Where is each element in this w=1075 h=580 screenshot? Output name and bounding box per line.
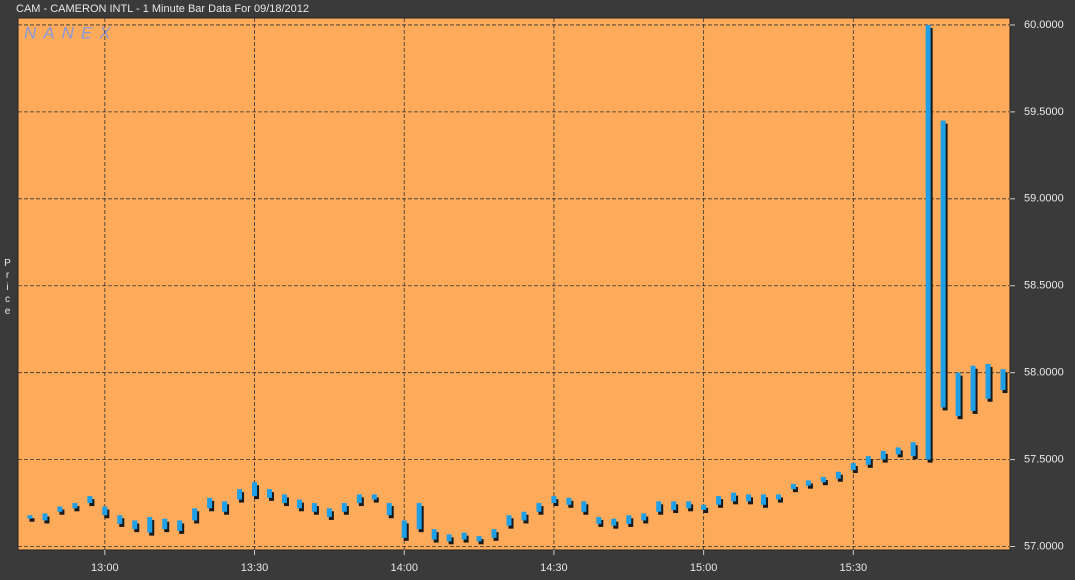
bar bbox=[925, 24, 931, 460]
bar-shadow bbox=[74, 506, 80, 512]
bar bbox=[865, 456, 871, 465]
bar bbox=[686, 501, 692, 509]
bar bbox=[446, 534, 452, 542]
bar bbox=[506, 515, 512, 526]
bar bbox=[42, 513, 48, 521]
bar bbox=[970, 365, 976, 411]
chart-title: CAM - CAMERON INTL - 1 Minute Bar Data F… bbox=[16, 3, 309, 15]
bar bbox=[132, 520, 138, 530]
bar bbox=[880, 450, 886, 460]
bar bbox=[820, 476, 826, 483]
bar bbox=[790, 483, 796, 490]
bar bbox=[641, 513, 647, 521]
bar bbox=[895, 447, 901, 455]
bar bbox=[102, 506, 108, 516]
x-tick-label: 13:30 bbox=[241, 562, 269, 574]
bar bbox=[356, 494, 362, 504]
bar-shadow bbox=[478, 539, 484, 545]
bar bbox=[222, 501, 228, 512]
bar bbox=[521, 511, 527, 521]
bar bbox=[371, 494, 377, 500]
x-tick-label: 14:30 bbox=[540, 562, 568, 574]
bar bbox=[760, 494, 766, 505]
y-tick-label: 58.0000 bbox=[1024, 367, 1064, 379]
bar bbox=[910, 442, 916, 457]
bar bbox=[87, 496, 93, 504]
bar bbox=[311, 503, 317, 512]
bar bbox=[626, 515, 632, 524]
bar bbox=[491, 529, 497, 538]
bar bbox=[536, 503, 542, 512]
bar bbox=[985, 363, 991, 399]
y-tick-label: 57.0000 bbox=[1024, 540, 1064, 552]
bar bbox=[551, 496, 557, 504]
bar bbox=[431, 529, 437, 540]
bar bbox=[596, 516, 602, 524]
bar bbox=[266, 489, 272, 498]
plot-area bbox=[17, 17, 1011, 551]
bar bbox=[162, 518, 168, 530]
bar bbox=[805, 480, 811, 486]
x-tick-label: 13:00 bbox=[91, 562, 119, 574]
bar-shadow bbox=[59, 509, 65, 515]
bar bbox=[27, 515, 33, 519]
bar bbox=[940, 120, 946, 408]
y-tick-label: 57.5000 bbox=[1024, 454, 1064, 466]
bar bbox=[656, 501, 662, 512]
y-tick-label: 59.5000 bbox=[1024, 106, 1064, 118]
bar bbox=[701, 504, 707, 511]
bar bbox=[237, 489, 243, 500]
bar bbox=[401, 520, 407, 538]
bar bbox=[476, 536, 482, 542]
bar bbox=[716, 496, 722, 505]
bar-shadow bbox=[703, 507, 709, 514]
bar bbox=[581, 501, 587, 512]
bar bbox=[57, 506, 63, 512]
y-axis-label: Price bbox=[2, 258, 13, 318]
y-tick-label: 59.0000 bbox=[1024, 193, 1064, 205]
bar bbox=[671, 501, 677, 511]
bar bbox=[611, 518, 617, 526]
bar bbox=[566, 497, 572, 505]
bar bbox=[775, 494, 781, 500]
x-tick-label: 15:30 bbox=[840, 562, 868, 574]
bar bbox=[326, 508, 332, 517]
bar bbox=[341, 503, 347, 512]
bar bbox=[955, 372, 961, 417]
bar bbox=[147, 516, 153, 533]
y-tick-label: 60.0000 bbox=[1024, 19, 1064, 31]
bar bbox=[1000, 369, 1006, 391]
bar-shadow bbox=[807, 483, 813, 489]
bar bbox=[296, 499, 302, 509]
x-tick-label: 15:00 bbox=[690, 562, 718, 574]
bar bbox=[835, 471, 841, 479]
bar bbox=[731, 492, 737, 502]
bar bbox=[461, 532, 467, 540]
bar bbox=[177, 520, 183, 531]
bar bbox=[117, 515, 123, 524]
x-tick-label: 14:00 bbox=[390, 562, 418, 574]
bar-shadow bbox=[29, 518, 35, 522]
watermark: NANEX bbox=[24, 23, 118, 42]
bar bbox=[207, 497, 213, 509]
bar bbox=[281, 494, 287, 504]
bar-shadow bbox=[777, 497, 783, 503]
bar-shadow bbox=[822, 479, 828, 486]
bar bbox=[746, 494, 752, 502]
bar-shadow bbox=[373, 497, 379, 503]
bar bbox=[386, 503, 392, 516]
bar bbox=[72, 503, 78, 509]
bar bbox=[252, 482, 258, 497]
bar bbox=[192, 508, 198, 521]
y-tick-label: 58.5000 bbox=[1024, 280, 1064, 292]
bar-shadow bbox=[792, 486, 798, 493]
bar bbox=[850, 463, 856, 471]
bar bbox=[416, 503, 422, 530]
